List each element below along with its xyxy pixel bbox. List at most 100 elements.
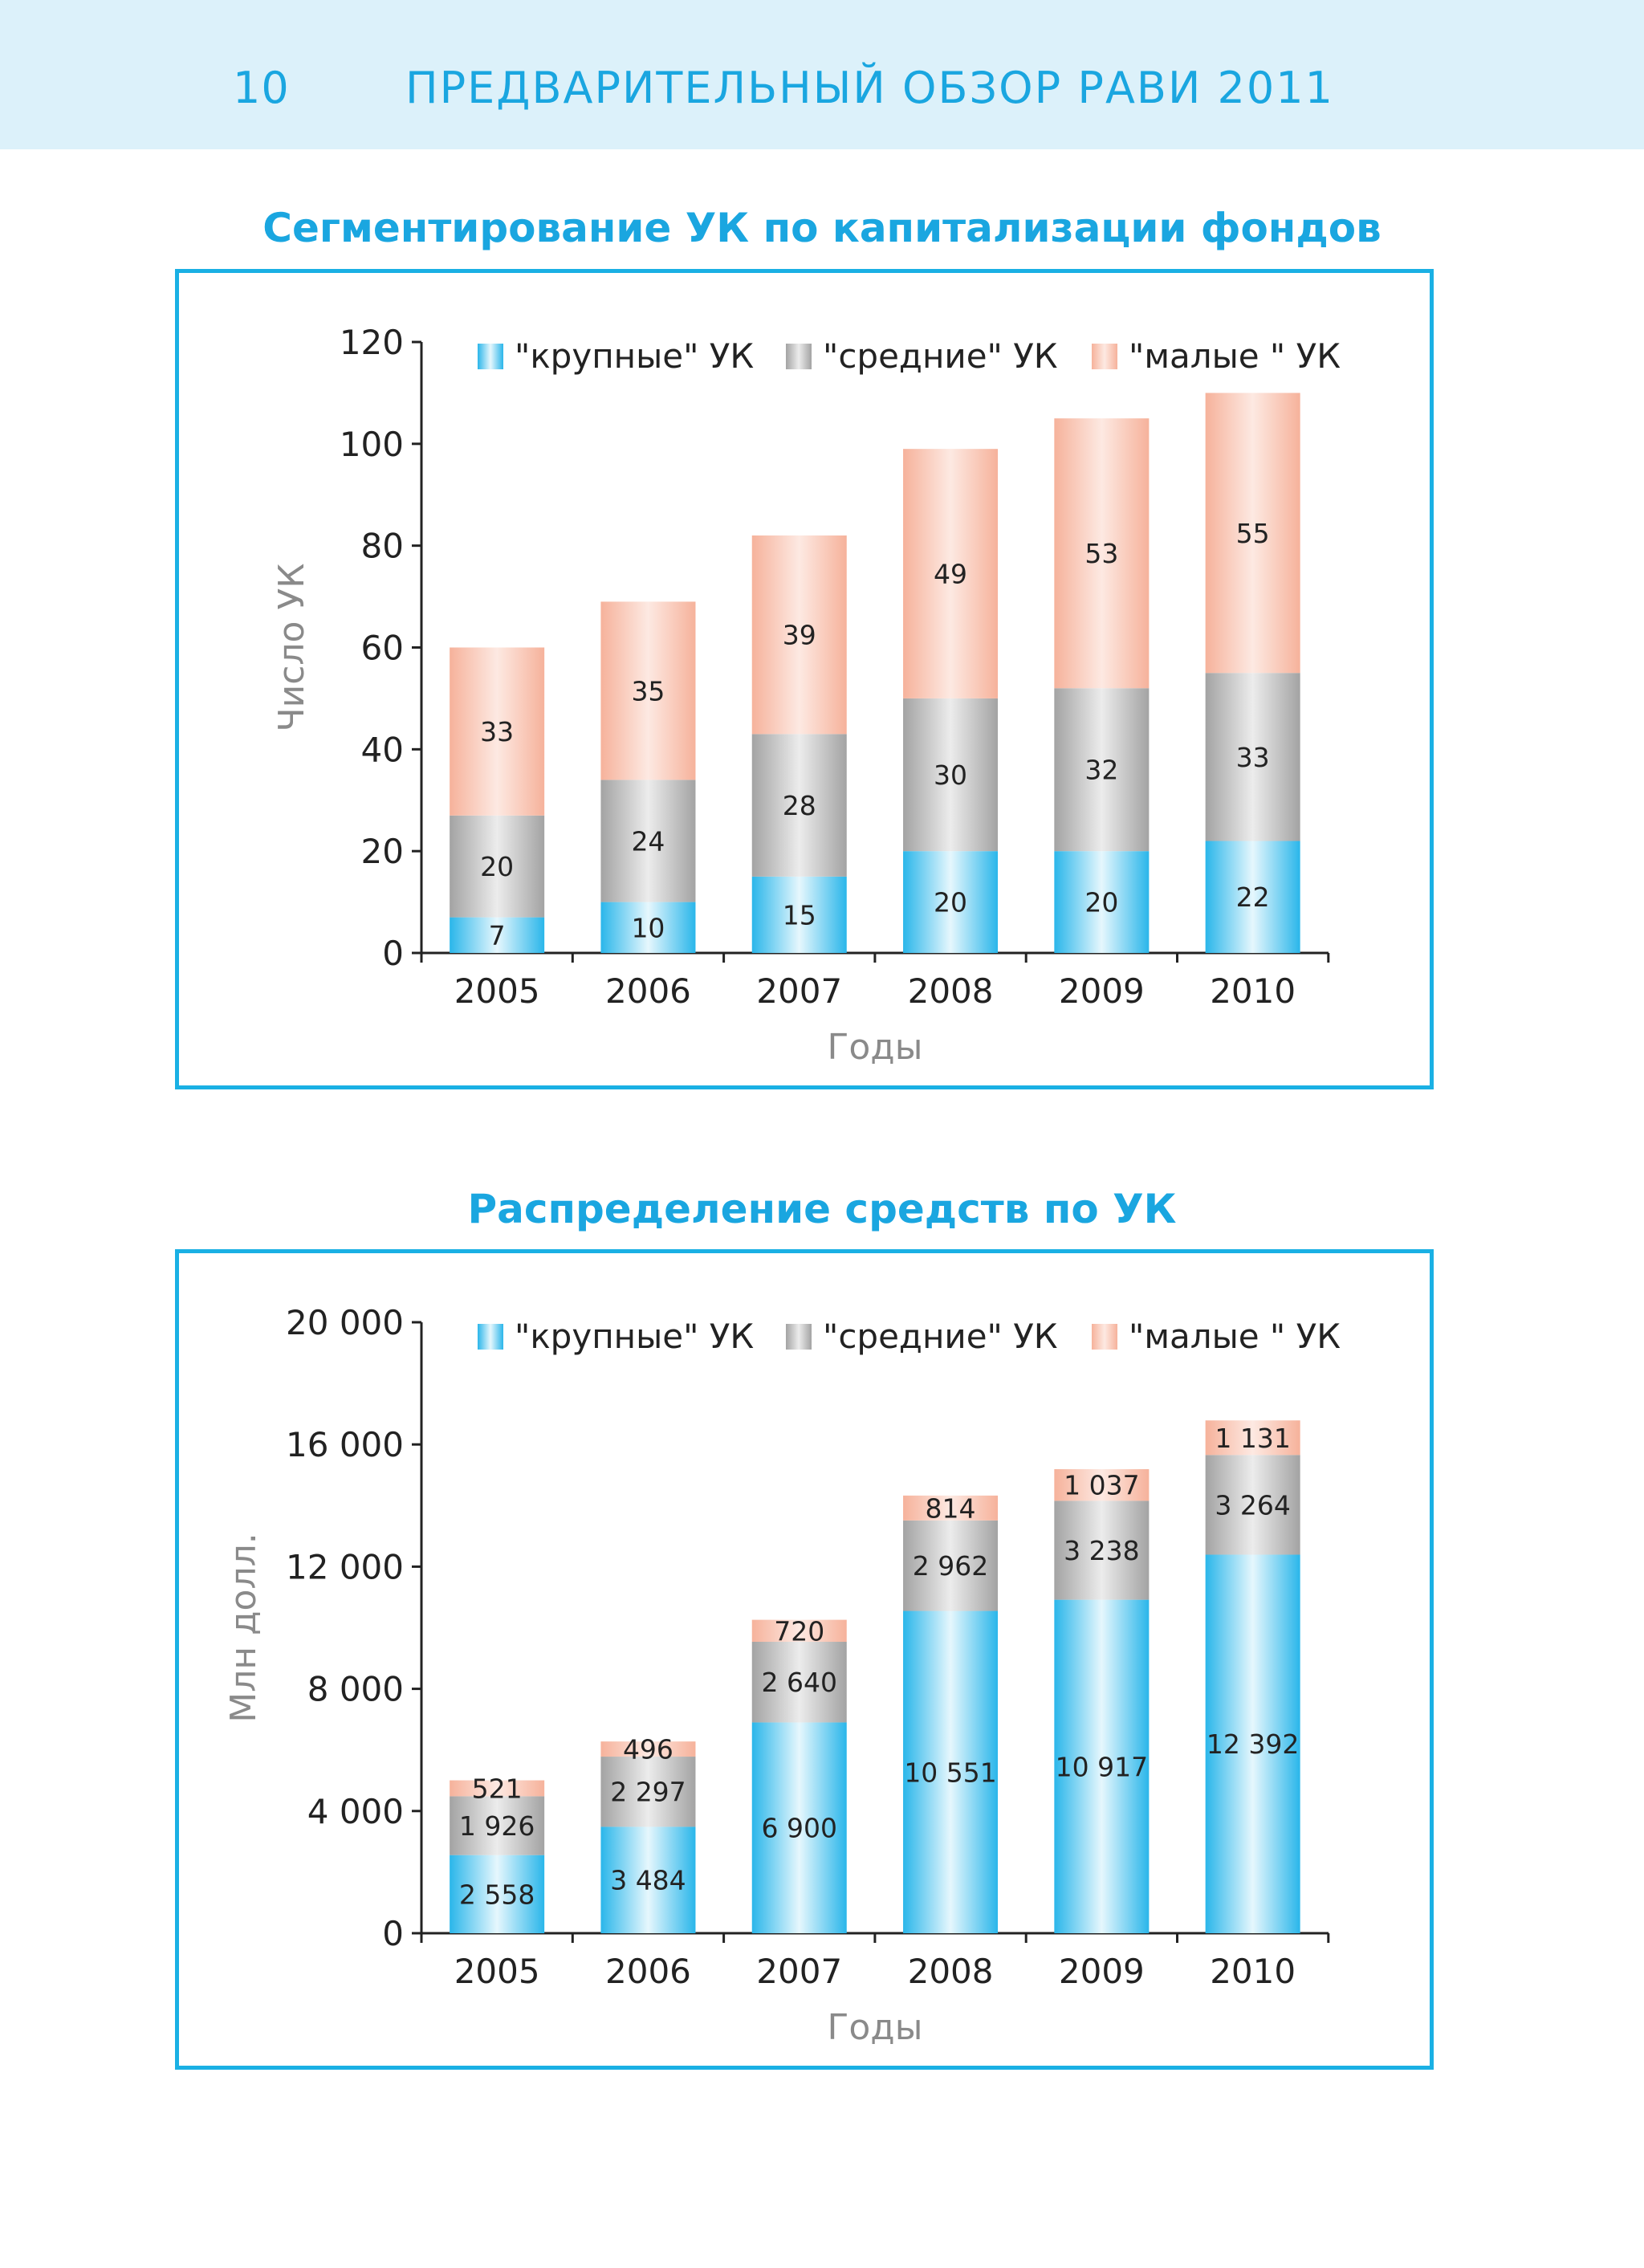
- page-number: 10: [233, 63, 290, 113]
- x-tick-label: 2008: [908, 1952, 994, 1991]
- data-label: 3 264: [1215, 1489, 1290, 1521]
- x-tick-label: 2006: [605, 1952, 691, 1991]
- bar-small-2006: [600, 1741, 696, 1757]
- x-tick-label: 2005: [454, 971, 540, 1011]
- data-label: 1 926: [459, 1810, 535, 1842]
- bar-large-2006: [600, 1826, 696, 1933]
- bar-medium-2007: [751, 1642, 847, 1723]
- data-label: 20: [1084, 887, 1118, 918]
- data-label: 33: [480, 716, 514, 747]
- y-tick-label: 120: [340, 323, 404, 362]
- data-label: 49: [934, 559, 967, 590]
- bar-small-2006: [600, 601, 696, 780]
- data-label: 720: [774, 1615, 824, 1647]
- bar-small-2010: [1205, 393, 1300, 674]
- legend-label-small: "малые " УК: [1129, 336, 1341, 376]
- bar-medium-2010: [1205, 673, 1300, 841]
- y-tick-label: 40: [361, 730, 404, 769]
- header-title: ПРЕДВАРИТЕЛЬНЫЙ ОБЗОР РАВИ 2011: [405, 63, 1334, 113]
- data-label: 2 640: [762, 1667, 837, 1698]
- x-tick-label: 2007: [756, 971, 842, 1011]
- legend-swatch-large: [478, 1324, 503, 1350]
- x-tick-label: 2008: [908, 971, 994, 1011]
- data-label: 3 484: [610, 1865, 686, 1896]
- bar-large-2008: [903, 851, 999, 953]
- chart-2-title: Распределение средств по УК: [467, 1186, 1177, 1232]
- y-tick-label: 20: [361, 832, 404, 871]
- legend-label-small: "малые " УК: [1129, 1317, 1341, 1356]
- legend-swatch-small: [1092, 1324, 1117, 1350]
- y-tick-label: 4 000: [307, 1792, 404, 1831]
- bar-small-2007: [751, 535, 847, 735]
- bar-small-2008: [903, 449, 999, 698]
- data-label: 53: [1084, 538, 1118, 569]
- legend-label-large: "крупные" УК: [515, 336, 754, 376]
- x-tick-label: 2010: [1210, 971, 1296, 1011]
- bar-medium-2007: [751, 734, 847, 877]
- legend-swatch-small: [1092, 344, 1117, 369]
- data-label: 496: [623, 1734, 673, 1765]
- bar-large-2007: [751, 1722, 847, 1933]
- data-label: 20: [480, 851, 514, 882]
- bar-small-2007: [751, 1619, 847, 1643]
- y-tick-label: 80: [361, 527, 404, 566]
- bar-small-2009: [1054, 418, 1150, 689]
- bar-small-2008: [903, 1495, 999, 1521]
- bar-large-2005: [450, 917, 545, 953]
- bar-small-2009: [1054, 1468, 1150, 1501]
- data-label: 521: [472, 1773, 523, 1804]
- data-label: 24: [631, 825, 665, 857]
- data-label: 6 900: [762, 1813, 837, 1844]
- y-tick-label: 100: [340, 425, 404, 464]
- legend-label-large: "крупные" УК: [515, 1317, 754, 1356]
- bar-medium-2006: [600, 780, 696, 902]
- y-tick-label: 0: [382, 934, 404, 973]
- bar-large-2009: [1054, 1599, 1150, 1933]
- y-tick-label: 20 000: [286, 1303, 404, 1342]
- data-label: 2 297: [610, 1777, 686, 1808]
- data-label: 30: [934, 759, 967, 791]
- legend-swatch-medium: [786, 1324, 812, 1350]
- bar-medium-2005: [450, 1796, 545, 1855]
- legend-label-medium: "средние" УК: [823, 1317, 1058, 1356]
- x-tick-label: 2006: [605, 971, 691, 1011]
- y-tick-label: 60: [361, 629, 404, 668]
- data-label: 22: [1236, 882, 1270, 913]
- bar-medium-2006: [600, 1757, 696, 1827]
- chart-2-frame: 0 4 000 8 000 12 000 16 000 20 000 2 558 1 926 5…: [175, 1249, 1434, 2070]
- bar-medium-2009: [1054, 1500, 1150, 1600]
- y-axis-title: Млн долл.: [223, 1533, 264, 1722]
- chart-2: 0 4 000 8 000 12 000 16 000 20 000 2 558 1 926 5…: [223, 1303, 1341, 2048]
- chart-1-title: Сегментирование УК по капитализации фонд…: [262, 205, 1382, 251]
- bar-medium-2005: [450, 815, 545, 918]
- x-tick-label: 2009: [1059, 1952, 1145, 1991]
- data-label: 1 131: [1215, 1423, 1290, 1454]
- data-label: 2 558: [459, 1879, 535, 1910]
- data-label: 7: [489, 920, 506, 951]
- x-tick-label: 2009: [1059, 971, 1145, 1011]
- data-label: 10 917: [1056, 1751, 1148, 1782]
- data-label: 39: [783, 620, 816, 651]
- header-band: 10 ПРЕДВАРИТЕЛЬНЫЙ ОБЗОР РАВИ 2011: [0, 0, 1644, 149]
- x-axis-title: Годы: [828, 1027, 923, 1068]
- bar-large-2007: [751, 876, 847, 953]
- y-tick-label: 16 000: [286, 1425, 404, 1464]
- legend-swatch-large: [478, 344, 503, 369]
- data-label: 3 238: [1064, 1535, 1139, 1566]
- bar-large-2006: [600, 902, 696, 953]
- data-label: 814: [926, 1492, 976, 1524]
- bar-medium-2009: [1054, 688, 1150, 852]
- y-tick-label: 8 000: [307, 1670, 404, 1709]
- chart-1: 0 20 40 60 80 100 120 7 20 33 2005 10 24 35 2006 15 28 39…: [271, 323, 1341, 1068]
- data-label: 15: [783, 899, 816, 930]
- bar-medium-2008: [903, 698, 999, 852]
- data-label: 2 962: [913, 1550, 988, 1582]
- bar-large-2005: [450, 1855, 545, 1933]
- y-tick-label: 12 000: [286, 1547, 404, 1586]
- data-label: 20: [934, 887, 967, 918]
- y-tick-label: 0: [382, 1914, 404, 1953]
- x-tick-label: 2007: [756, 1952, 842, 1991]
- data-label: 1 037: [1064, 1470, 1139, 1501]
- bar-large-2010: [1205, 1554, 1300, 1933]
- bar-small-2005: [450, 1780, 545, 1797]
